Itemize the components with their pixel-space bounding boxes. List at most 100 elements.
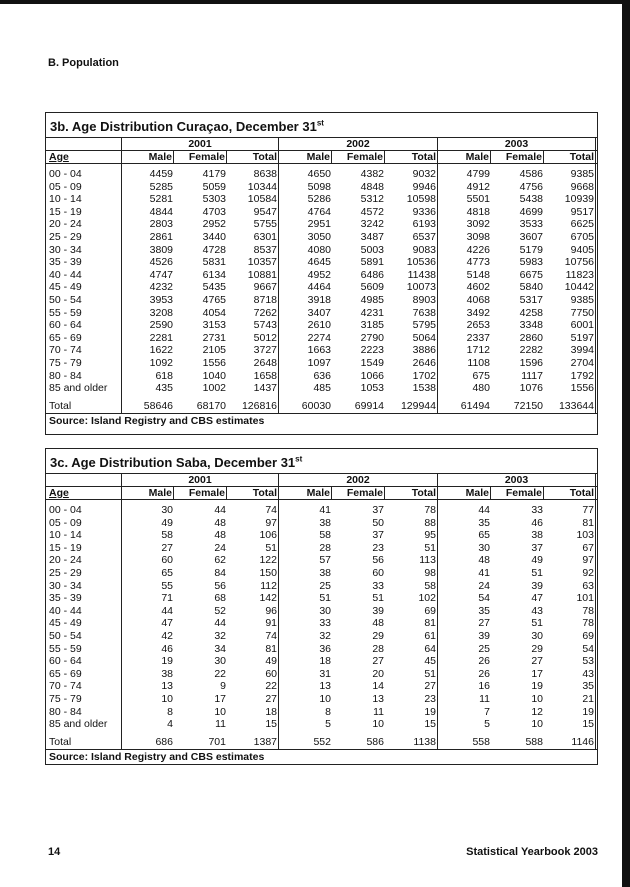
- value-cell: 4848: [360, 180, 384, 193]
- value-cell: 19: [531, 680, 543, 693]
- value-cell: 49: [121, 516, 174, 530]
- spacer-cell: [544, 164, 596, 168]
- value-cell: 56: [372, 554, 384, 567]
- value-cell: 5891: [360, 256, 384, 269]
- value-cell: 67: [544, 541, 596, 555]
- table-row: 45 - 49 47 44 91 33 48 81 27 51 78: [46, 617, 597, 630]
- value-cell: 3092: [466, 218, 490, 231]
- value-cell: 1556: [544, 382, 596, 395]
- value-cell: 2223: [360, 344, 384, 357]
- value-cell: 32: [319, 629, 331, 642]
- age-column-header: Age: [49, 487, 69, 499]
- value-cell: 4258: [519, 306, 543, 319]
- value-cell: 2105: [202, 344, 226, 357]
- value-cell: 1702: [385, 369, 438, 383]
- age-group-cell: 30 - 34: [49, 579, 82, 592]
- value-cell: 15: [227, 718, 279, 731]
- year-header: 2002: [279, 474, 438, 486]
- column-header-total: Total: [385, 487, 438, 499]
- value-cell: 7638: [385, 306, 438, 320]
- value-cell: 4464: [307, 281, 331, 294]
- year-header: 2003: [438, 138, 596, 150]
- value-cell: 1097: [307, 356, 331, 369]
- value-cell: 4818: [466, 205, 490, 218]
- value-cell: 35: [544, 680, 596, 693]
- spacer-cell: [121, 164, 174, 168]
- value-cell: 27: [372, 655, 384, 668]
- value-cell: 5: [325, 718, 331, 731]
- value-cell: 74: [227, 629, 279, 643]
- age-group-cell: 00 - 04: [49, 168, 82, 180]
- value-cell: 5317: [519, 293, 543, 306]
- table-row: 65 - 69 2281 2731 5012 2274 2790 5064 2337 2860 5…: [46, 331, 597, 345]
- value-cell: 33: [319, 617, 331, 630]
- value-cell: 6675: [519, 268, 543, 281]
- column-header-row: Age Male Female Total Male Female Total Male Fem…: [46, 151, 597, 164]
- age-group-cell: 45 - 49: [49, 281, 82, 294]
- value-cell: 36: [319, 642, 331, 655]
- value-cell: 3208: [121, 306, 174, 320]
- value-cell: 34: [214, 642, 226, 655]
- section-heading: B. Population: [48, 57, 119, 69]
- value-cell: 2646: [385, 356, 438, 370]
- value-cell: 1538: [385, 382, 438, 395]
- table-row: 45 - 49 4232 5435 9667 4464 5609 10073 4602 5840…: [46, 281, 597, 294]
- value-cell: 58: [121, 529, 174, 542]
- value-cell: 13: [319, 680, 331, 693]
- table-row: 25 - 29 65 84 150 38 60 98 41 51 92: [46, 566, 597, 580]
- value-cell: 18: [319, 655, 331, 668]
- year-header: 2001: [121, 474, 279, 486]
- spacer-cell: [544, 730, 596, 735]
- value-cell: 44: [214, 617, 226, 630]
- value-cell: 10: [121, 692, 174, 706]
- value-cell: 38: [531, 529, 543, 542]
- value-cell: 3492: [466, 306, 490, 319]
- value-cell: 2803: [121, 218, 174, 231]
- value-cell: 27: [385, 680, 438, 693]
- column-header-female: Female: [332, 151, 385, 163]
- total-value-cell: 68170: [196, 399, 226, 412]
- value-cell: 3533: [519, 218, 543, 231]
- value-cell: 5059: [202, 180, 226, 193]
- value-cell: 27: [478, 617, 490, 630]
- total-row: Total 58646 68170 126816 60030 69914 129944 614…: [46, 398, 597, 413]
- value-cell: 71: [121, 592, 174, 605]
- table-title-text: 3b. Age Distribution Curaçao, December 3…: [50, 119, 317, 134]
- value-cell: 4: [121, 718, 174, 731]
- table-row: 15 - 19 4844 4703 9547 4764 4572 9336 4818 4699 9…: [46, 205, 597, 219]
- value-cell: 1549: [360, 356, 384, 369]
- value-cell: 3886: [385, 344, 438, 357]
- value-cell: 10881: [227, 268, 279, 282]
- value-cell: 4773: [466, 256, 490, 269]
- value-cell: 3348: [519, 319, 543, 332]
- value-cell: 95: [385, 529, 438, 542]
- value-cell: 16: [478, 680, 490, 693]
- spacer-cell: [227, 500, 279, 504]
- value-cell: 4231: [360, 306, 384, 319]
- year-header: 2001: [121, 138, 279, 150]
- age-group-cell: 15 - 19: [49, 541, 82, 554]
- value-cell: 30: [319, 604, 331, 617]
- spacer-row: [46, 500, 597, 504]
- table-row: 50 - 54 3953 4765 8718 3918 4985 8903 4068 5317 9…: [46, 293, 597, 307]
- value-cell: 61: [385, 629, 438, 643]
- value-cell: 2282: [519, 344, 543, 357]
- value-cell: 4179: [202, 168, 226, 180]
- age-group-cell: 60 - 64: [49, 655, 82, 668]
- value-cell: 22: [214, 667, 226, 680]
- value-cell: 46: [531, 516, 543, 529]
- total-label: Total: [49, 399, 72, 412]
- spacer-cell: [385, 500, 438, 504]
- total-value-cell: 586: [366, 735, 384, 748]
- column-header-male: Male: [438, 487, 491, 499]
- value-cell: 2590: [121, 319, 174, 332]
- value-cell: 48: [372, 617, 384, 630]
- scan-edge-top: [0, 0, 630, 4]
- spacer-cell: [121, 394, 174, 399]
- value-cell: 10344: [227, 180, 279, 194]
- age-group-cell: 05 - 09: [49, 180, 82, 193]
- value-cell: 78: [385, 504, 438, 517]
- table-row: 50 - 54 42 32 74 32 29 61 39 30 69: [46, 629, 597, 643]
- value-cell: 39: [478, 629, 490, 642]
- value-cell: 11: [373, 705, 384, 718]
